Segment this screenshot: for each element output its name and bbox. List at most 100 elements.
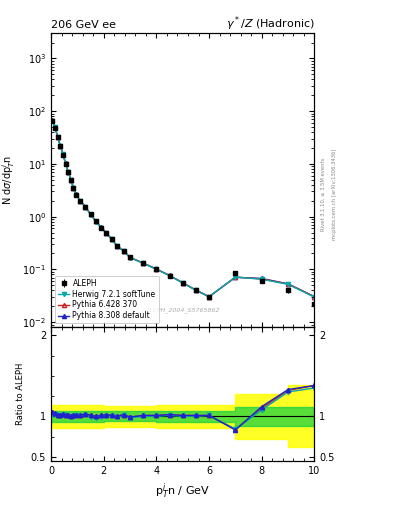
Pythia 8.308 default xyxy=(74,191,79,197)
Line: Pythia 6.428 370: Pythia 6.428 370 xyxy=(50,118,316,299)
Herwig 7.2.1 softTune xyxy=(99,225,103,231)
Herwig 7.2.1 softTune xyxy=(83,204,88,210)
Herwig 7.2.1 softTune xyxy=(154,266,159,272)
Herwig 7.2.1 softTune xyxy=(180,280,185,286)
Herwig 7.2.1 softTune xyxy=(104,230,109,237)
Pythia 6.428 370 xyxy=(312,293,317,300)
Herwig 7.2.1 softTune xyxy=(68,177,73,183)
Pythia 6.428 370 xyxy=(167,272,172,279)
Herwig 7.2.1 softTune xyxy=(109,237,114,243)
Herwig 7.2.1 softTune xyxy=(66,169,71,175)
Pythia 8.308 default xyxy=(78,198,83,204)
Y-axis label: N d$\sigma$/dp$_T^i$n: N d$\sigma$/dp$_T^i$n xyxy=(0,155,17,205)
Pythia 6.428 370 xyxy=(259,276,264,282)
Pythia 6.428 370 xyxy=(66,169,71,175)
Pythia 6.428 370 xyxy=(61,151,65,157)
Pythia 8.308 default xyxy=(104,230,109,236)
Herwig 7.2.1 softTune xyxy=(115,243,119,249)
Pythia 8.308 default xyxy=(55,134,60,140)
Text: Rivet 3.1.10, ≥ 3.5M events: Rivet 3.1.10, ≥ 3.5M events xyxy=(320,158,325,231)
Herwig 7.2.1 softTune xyxy=(71,185,76,191)
Herwig 7.2.1 softTune xyxy=(74,191,79,198)
Pythia 8.308 default xyxy=(63,160,68,166)
Herwig 7.2.1 softTune xyxy=(233,274,238,280)
Pythia 8.308 default xyxy=(128,254,132,261)
Pythia 8.308 default xyxy=(50,117,55,123)
Pythia 6.428 370 xyxy=(50,117,55,123)
Pythia 8.308 default xyxy=(99,224,103,230)
Pythia 6.428 370 xyxy=(88,211,93,217)
Pythia 6.428 370 xyxy=(74,191,79,197)
Pythia 8.308 default xyxy=(207,293,211,300)
Herwig 7.2.1 softTune xyxy=(167,273,172,279)
Pythia 8.308 default xyxy=(259,275,264,282)
Pythia 6.428 370 xyxy=(115,243,119,249)
Pythia 6.428 370 xyxy=(121,248,126,254)
Herwig 7.2.1 softTune xyxy=(207,293,211,300)
Pythia 8.308 default xyxy=(141,260,146,266)
Line: Pythia 8.308 default: Pythia 8.308 default xyxy=(50,118,316,299)
Herwig 7.2.1 softTune xyxy=(194,287,198,293)
Legend: ALEPH, Herwig 7.2.1 softTune, Pythia 6.428 370, Pythia 8.308 default: ALEPH, Herwig 7.2.1 softTune, Pythia 6.4… xyxy=(55,275,159,324)
Herwig 7.2.1 softTune xyxy=(78,198,83,204)
Herwig 7.2.1 softTune xyxy=(61,151,65,157)
Pythia 8.308 default xyxy=(194,287,198,293)
Pythia 6.428 370 xyxy=(63,160,68,166)
Herwig 7.2.1 softTune xyxy=(50,118,55,124)
Pythia 6.428 370 xyxy=(78,198,83,204)
Pythia 6.428 370 xyxy=(207,293,211,300)
Pythia 6.428 370 xyxy=(286,281,290,287)
Herwig 7.2.1 softTune xyxy=(88,211,93,218)
Herwig 7.2.1 softTune xyxy=(128,254,132,261)
Y-axis label: Ratio to ALEPH: Ratio to ALEPH xyxy=(16,363,25,425)
Pythia 6.428 370 xyxy=(71,185,76,191)
Pythia 8.308 default xyxy=(83,204,88,210)
Herwig 7.2.1 softTune xyxy=(58,143,62,149)
Pythia 8.308 default xyxy=(94,218,98,224)
Pythia 6.428 370 xyxy=(154,266,159,272)
Herwig 7.2.1 softTune xyxy=(141,260,146,266)
Pythia 8.308 default xyxy=(167,272,172,279)
Pythia 8.308 default xyxy=(66,169,71,175)
Pythia 6.428 370 xyxy=(128,254,132,261)
Pythia 8.308 default xyxy=(58,142,62,148)
Pythia 8.308 default xyxy=(286,281,290,287)
Herwig 7.2.1 softTune xyxy=(94,219,98,225)
Pythia 6.428 370 xyxy=(68,177,73,183)
Herwig 7.2.1 softTune xyxy=(286,281,290,287)
Pythia 6.428 370 xyxy=(109,236,114,242)
Pythia 8.308 default xyxy=(61,151,65,157)
Pythia 8.308 default xyxy=(88,211,93,217)
Pythia 6.428 370 xyxy=(58,142,62,148)
Text: mcplots.cern.ch [arXiv:1306.3436]: mcplots.cern.ch [arXiv:1306.3436] xyxy=(332,149,337,240)
Pythia 6.428 370 xyxy=(94,218,98,224)
Pythia 6.428 370 xyxy=(55,134,60,140)
Pythia 6.428 370 xyxy=(141,260,146,266)
Pythia 8.308 default xyxy=(109,236,114,242)
Herwig 7.2.1 softTune xyxy=(55,134,60,140)
Pythia 6.428 370 xyxy=(99,224,103,230)
Text: $\gamma^*/Z$ (Hadronic): $\gamma^*/Z$ (Hadronic) xyxy=(226,15,314,33)
Pythia 8.308 default xyxy=(115,243,119,249)
Pythia 8.308 default xyxy=(53,124,57,130)
Pythia 8.308 default xyxy=(154,266,159,272)
Pythia 8.308 default xyxy=(180,280,185,286)
Pythia 8.308 default xyxy=(312,293,317,300)
Pythia 6.428 370 xyxy=(194,287,198,293)
Pythia 6.428 370 xyxy=(233,274,238,280)
Pythia 8.308 default xyxy=(68,177,73,183)
Text: 206 GeV ee: 206 GeV ee xyxy=(51,20,116,30)
Text: ALEPH_2004_S5765862: ALEPH_2004_S5765862 xyxy=(145,307,220,312)
Herwig 7.2.1 softTune xyxy=(259,276,264,282)
X-axis label: p$_T^i$n / GeV: p$_T^i$n / GeV xyxy=(155,481,210,501)
Herwig 7.2.1 softTune xyxy=(312,294,317,300)
Pythia 8.308 default xyxy=(233,274,238,281)
Pythia 8.308 default xyxy=(71,185,76,191)
Herwig 7.2.1 softTune xyxy=(121,248,126,254)
Pythia 6.428 370 xyxy=(104,230,109,236)
Pythia 6.428 370 xyxy=(180,280,185,286)
Line: Herwig 7.2.1 softTune: Herwig 7.2.1 softTune xyxy=(50,118,316,299)
Pythia 6.428 370 xyxy=(83,204,88,210)
Herwig 7.2.1 softTune xyxy=(53,124,57,131)
Pythia 6.428 370 xyxy=(53,124,57,130)
